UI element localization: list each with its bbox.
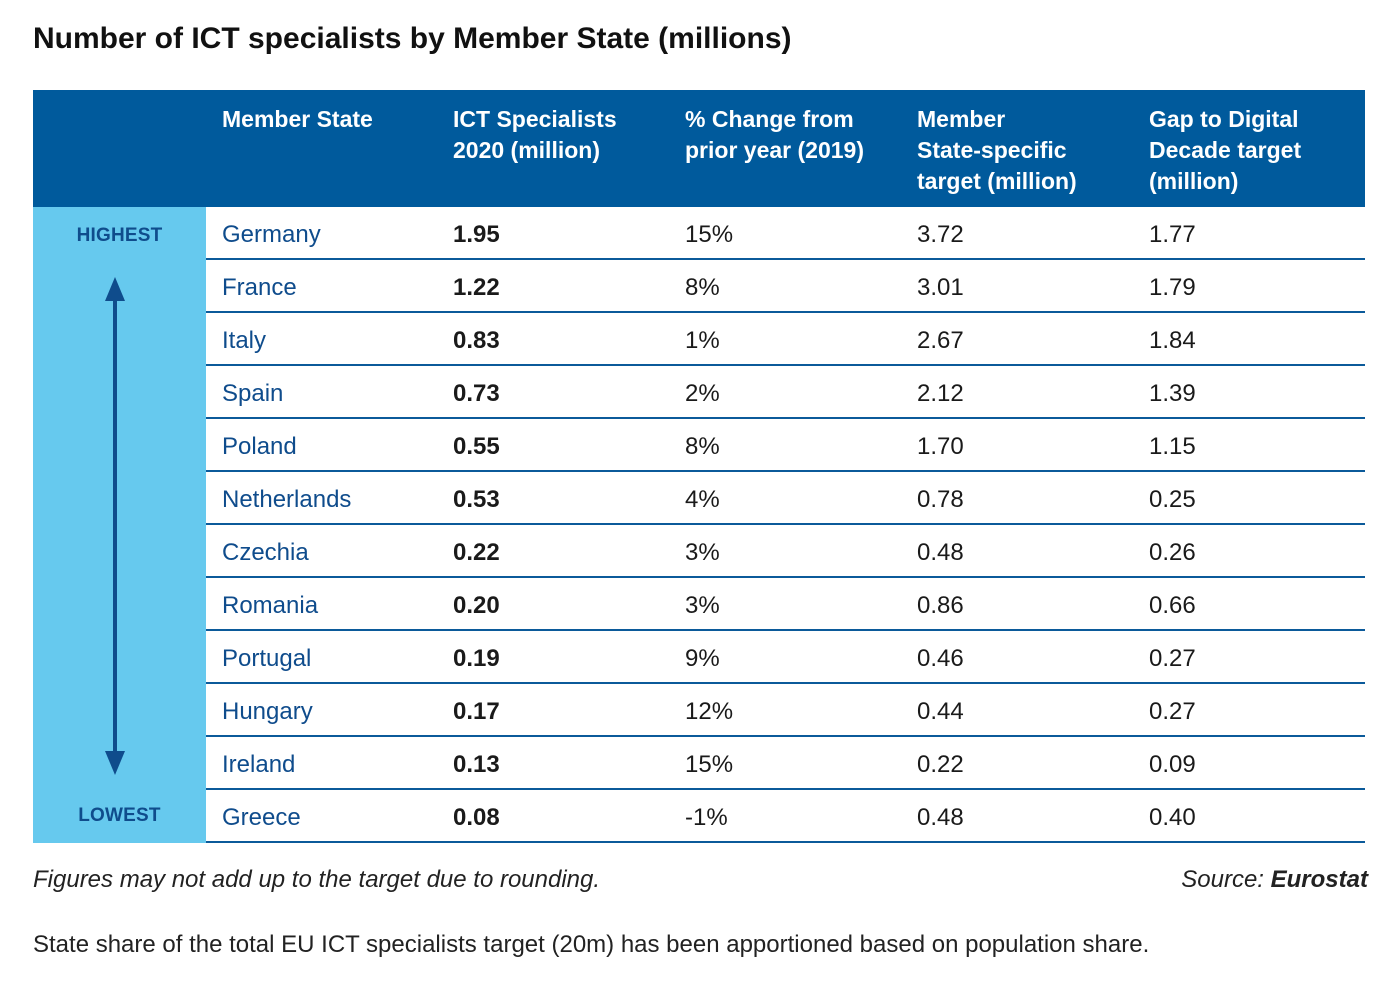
- ict-specialists-cell: 0.17: [453, 698, 500, 725]
- gap-cell: 0.27: [1149, 698, 1196, 725]
- source-name: Eurostat: [1270, 866, 1368, 893]
- ict-specialists-cell: 0.13: [453, 751, 500, 778]
- state-target-cell: 3.01: [917, 274, 964, 301]
- rounding-note: Figures may not add up to the target due…: [33, 866, 601, 893]
- chart-title: Number of ICT specialists by Member Stat…: [33, 22, 792, 55]
- percent-change-cell: -1%: [685, 804, 728, 831]
- percent-change-cell: 3%: [685, 539, 720, 566]
- ict-specialists-cell: 0.73: [453, 380, 500, 407]
- ict-specialists-cell: 0.20: [453, 592, 500, 619]
- member-state-cell: Italy: [222, 327, 267, 354]
- ict-specialists-cell: 0.19: [453, 645, 500, 672]
- table-row: Czechia 0.22 3% 0.48 0.26: [206, 525, 1365, 578]
- state-target-cell: 2.12: [917, 380, 964, 407]
- state-target-cell: 3.72: [917, 221, 964, 248]
- gap-cell: 1.39: [1149, 380, 1196, 407]
- table-body: Germany 1.95 15% 3.72 1.77 France 1.22 8% 3.01 1.…: [206, 207, 1365, 843]
- percent-change-cell: 12%: [685, 698, 734, 725]
- table-row: Netherlands 0.53 4% 0.78 0.25: [206, 472, 1365, 525]
- gap-cell: 1.15: [1149, 433, 1196, 460]
- ict-specialists-cell: 1.22: [453, 274, 500, 301]
- percent-change-cell: 4%: [685, 486, 720, 513]
- column-header-member-state: Member State: [222, 106, 373, 132]
- state-target-cell: 0.86: [917, 592, 964, 619]
- source-attribution: Source: Eurostat: [1181, 866, 1368, 894]
- table-row: France 1.22 8% 3.01 1.79: [206, 260, 1365, 313]
- gap-cell: 0.27: [1149, 645, 1196, 672]
- gap-cell: 0.09: [1149, 751, 1196, 778]
- gap-cell: 1.79: [1149, 274, 1196, 301]
- state-target-cell: 2.67: [917, 327, 964, 354]
- percent-change-cell: 3%: [685, 592, 720, 619]
- ict-specialists-cell: 0.55: [453, 433, 500, 460]
- percent-change-cell: 8%: [685, 433, 720, 460]
- member-state-cell: Czechia: [222, 539, 309, 566]
- table-row: Romania 0.20 3% 0.86 0.66: [206, 578, 1365, 631]
- ict-specialists-cell: 0.08: [453, 804, 500, 831]
- member-state-cell: Romania: [222, 592, 319, 619]
- percent-change-cell: 9%: [685, 645, 720, 672]
- gap-cell: 1.77: [1149, 221, 1196, 248]
- ict-specialists-cell: 0.53: [453, 486, 500, 513]
- table-row: Hungary 0.17 12% 0.44 0.27: [206, 684, 1365, 737]
- member-state-cell: France: [222, 274, 297, 301]
- state-target-cell: 0.48: [917, 804, 964, 831]
- gap-cell: 0.26: [1149, 539, 1196, 566]
- member-state-cell: Netherlands: [222, 486, 352, 513]
- table-row: Poland 0.55 8% 1.70 1.15: [206, 419, 1365, 472]
- column-header-ict-specialists: ICT Specialists 2020 (million): [453, 106, 617, 163]
- table-header: Member State ICT Specialists 2020 (milli…: [33, 90, 1365, 207]
- highest-label: HIGHEST: [76, 225, 163, 246]
- table-row: Greece 0.08 -1% 0.48 0.40: [206, 790, 1365, 843]
- footer-note: State share of the total EU ICT speciali…: [33, 931, 1150, 958]
- ict-specialists-cell: 0.22: [453, 539, 500, 566]
- source-prefix: Source:: [1181, 866, 1271, 893]
- gap-cell: 0.25: [1149, 486, 1196, 513]
- state-target-cell: 0.44: [917, 698, 964, 725]
- table-row: Portugal 0.19 9% 0.46 0.27: [206, 631, 1365, 684]
- double-headed-vertical-arrow-icon: [105, 277, 125, 775]
- member-state-cell: Germany: [222, 221, 321, 248]
- percent-change-cell: 2%: [685, 380, 720, 407]
- member-state-cell: Hungary: [222, 698, 313, 725]
- state-target-cell: 0.22: [917, 751, 964, 778]
- table-row: Germany 1.95 15% 3.72 1.77: [206, 207, 1365, 260]
- state-target-cell: 0.46: [917, 645, 964, 672]
- percent-change-cell: 15%: [685, 751, 734, 778]
- member-state-cell: Spain: [222, 380, 284, 407]
- member-state-cell: Portugal: [222, 645, 312, 672]
- gap-cell: 1.84: [1149, 327, 1196, 354]
- column-header-gap-to-target: Gap to Digital Decade target (million): [1149, 106, 1302, 194]
- percent-change-cell: 1%: [685, 327, 720, 354]
- table-row: Ireland 0.13 15% 0.22 0.09: [206, 737, 1365, 790]
- ict-specialists-cell: 1.95: [453, 221, 500, 248]
- member-state-cell: Poland: [222, 433, 297, 460]
- state-target-cell: 0.78: [917, 486, 964, 513]
- gap-cell: 0.40: [1149, 804, 1196, 831]
- lowest-label: LOWEST: [78, 805, 161, 826]
- percent-change-cell: 8%: [685, 274, 720, 301]
- ranking-sidebar: HIGHEST LOWEST: [33, 207, 206, 843]
- state-target-cell: 0.48: [917, 539, 964, 566]
- column-header-percent-change: % Change from prior year (2019): [685, 106, 864, 163]
- state-target-cell: 1.70: [917, 433, 964, 460]
- table-row: Italy 0.83 1% 2.67 1.84: [206, 313, 1365, 366]
- column-header-state-target: Member State-specific target (million): [917, 106, 1077, 194]
- member-state-cell: Ireland: [222, 751, 296, 778]
- member-state-cell: Greece: [222, 804, 301, 831]
- table-row: Spain 0.73 2% 2.12 1.39: [206, 366, 1365, 419]
- ict-specialists-cell: 0.83: [453, 327, 500, 354]
- gap-cell: 0.66: [1149, 592, 1196, 619]
- percent-change-cell: 15%: [685, 221, 734, 248]
